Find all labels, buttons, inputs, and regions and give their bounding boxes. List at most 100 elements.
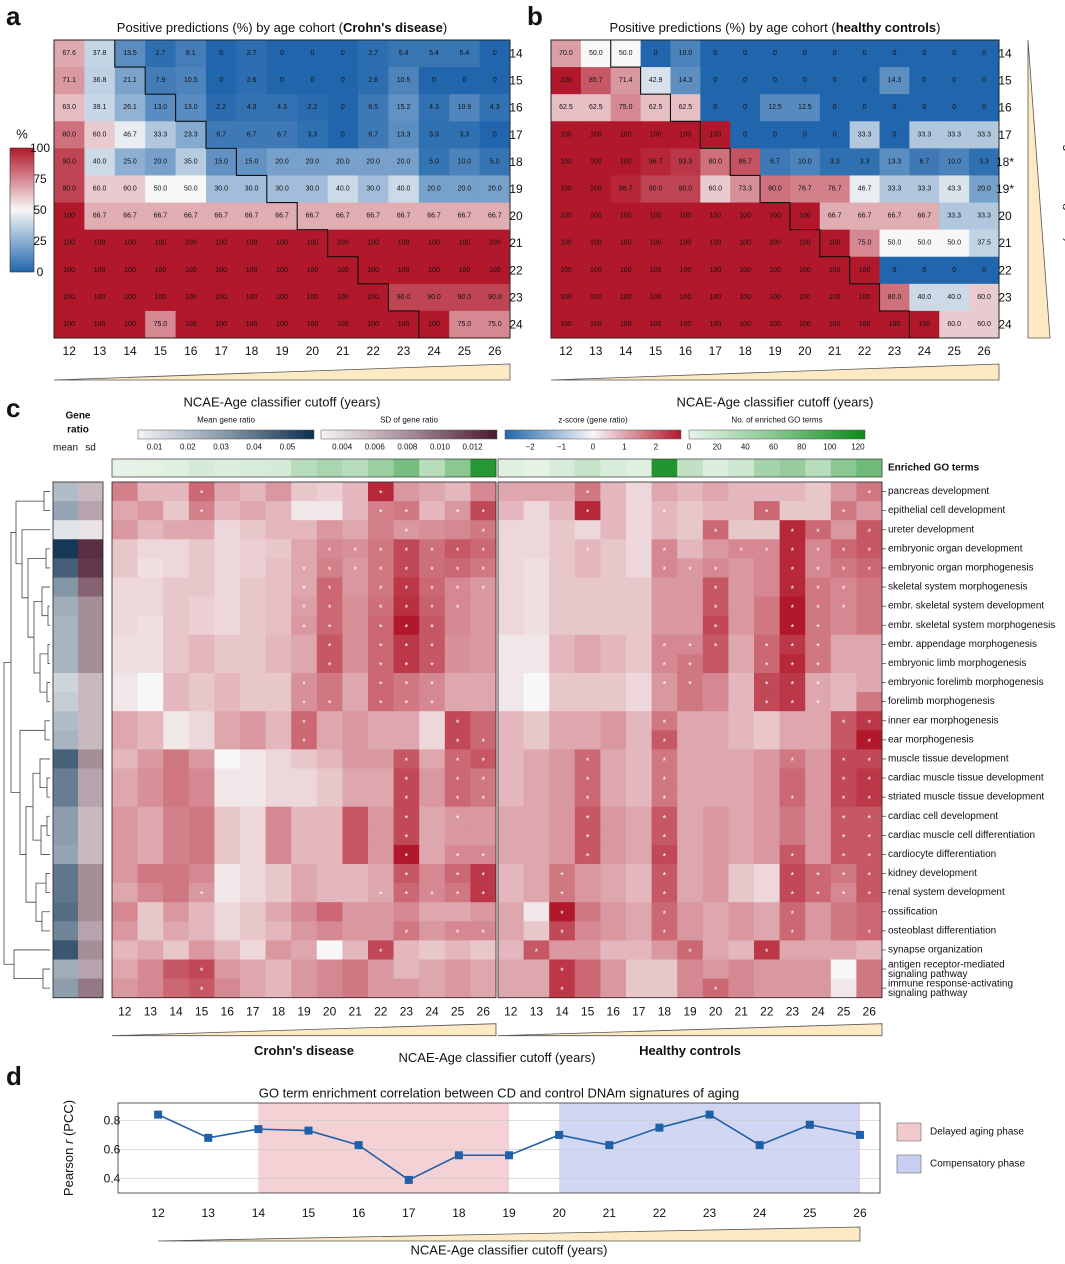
z-cell	[600, 558, 627, 578]
z-cell	[677, 482, 704, 502]
z-cell	[393, 940, 420, 960]
z-cell	[702, 844, 729, 865]
z-cell	[291, 864, 318, 884]
z-cell	[188, 482, 215, 502]
z-cell	[805, 844, 832, 865]
z-cell	[444, 730, 471, 750]
significance-star: *	[791, 871, 795, 881]
heatmap-cell	[580, 202, 612, 231]
z-cell	[265, 596, 292, 617]
heatmap-cell	[175, 283, 207, 312]
y-tick-label: 22	[509, 263, 523, 277]
significance-star: *	[302, 622, 306, 632]
cell-value: 13.3	[397, 131, 411, 138]
data-point	[254, 1125, 263, 1134]
significance-star: *	[867, 813, 871, 823]
z-cell	[523, 596, 550, 617]
z-cell	[214, 673, 241, 693]
z-cell	[188, 520, 215, 540]
z-cell	[728, 806, 755, 827]
z-cell	[240, 806, 266, 827]
z-cell	[112, 959, 138, 979]
heatmap-cell	[418, 40, 450, 68]
significance-star: *	[867, 565, 871, 575]
z-cell	[498, 501, 524, 521]
z-cell	[830, 692, 857, 712]
heatmap-cell	[939, 67, 970, 95]
z-cell	[498, 539, 524, 559]
z-cell	[214, 883, 241, 903]
z-cell	[651, 883, 678, 903]
cell-value: 100	[739, 267, 751, 274]
z-cell	[368, 520, 394, 540]
cell-value: 60.0	[123, 186, 137, 193]
z-cell	[342, 730, 369, 750]
heatmap-cell	[670, 67, 701, 95]
legend-tick: 2	[654, 443, 659, 452]
cell-value: 90.0	[649, 186, 663, 193]
heatmap-cell	[297, 175, 328, 203]
cell-value: 100	[590, 240, 602, 247]
heatmap-cell	[730, 202, 761, 231]
cell-value: 0	[462, 77, 466, 84]
z-cell	[393, 768, 420, 788]
heatmap-cell	[175, 94, 207, 122]
x-tick-label: 26	[477, 1005, 491, 1019]
z-cell	[754, 730, 780, 750]
z-cell	[316, 806, 343, 827]
cell-value: 100	[155, 294, 167, 301]
heatmap-cell	[358, 121, 389, 149]
cell-value: 100	[620, 321, 632, 328]
significance-star: *	[481, 546, 485, 556]
z-cell	[342, 673, 369, 693]
significance-star: *	[481, 584, 485, 594]
z-cell	[137, 539, 164, 559]
z-cell	[651, 749, 678, 769]
z-cell	[702, 673, 729, 693]
z-cell	[626, 825, 652, 846]
cell-value: 2.7	[368, 50, 378, 57]
cell-value: 40.0	[93, 158, 107, 165]
cell-value: 100	[124, 321, 136, 328]
z-cell	[470, 749, 497, 769]
z-cell	[600, 501, 627, 521]
z-cell	[830, 902, 857, 922]
cell-value: 0	[922, 50, 926, 57]
z-cell	[702, 692, 729, 712]
enriched-cell	[856, 459, 883, 477]
cell-value: 0	[654, 50, 658, 57]
cell-value: 100	[829, 321, 841, 328]
z-cell	[342, 806, 369, 827]
significance-star: *	[456, 737, 460, 747]
go-term-label: inner ear morphogenesis	[888, 715, 999, 726]
cell-value: 100	[709, 267, 721, 274]
z-cell	[830, 730, 857, 750]
cell-value: 33.3	[918, 186, 932, 193]
heatmap-cell	[789, 283, 821, 312]
heatmap-cell	[327, 229, 359, 258]
z-cell	[830, 844, 857, 865]
z-cell	[368, 482, 394, 502]
cell-value: 100	[276, 267, 288, 274]
z-cell	[754, 482, 780, 502]
z-cell	[240, 768, 266, 788]
z-cell	[702, 768, 729, 788]
z-cell	[651, 825, 678, 846]
enriched-label: Enriched GO terms	[888, 463, 980, 474]
z-cell	[265, 653, 292, 674]
cell-value: 75.0	[858, 240, 872, 247]
z-cell	[651, 520, 678, 540]
significance-star: *	[456, 794, 460, 804]
cell-value: 50.0	[184, 186, 198, 193]
z-cell	[754, 940, 780, 960]
z-cell	[677, 787, 704, 808]
heatmap-cell	[114, 310, 146, 339]
z-cell	[419, 692, 446, 712]
z-cell	[805, 501, 832, 521]
heatmap-cell	[114, 121, 146, 149]
z-cell	[498, 482, 524, 502]
z-cell	[137, 692, 164, 712]
gene-ratio-mean-cell	[53, 825, 79, 846]
z-cell	[677, 864, 704, 884]
